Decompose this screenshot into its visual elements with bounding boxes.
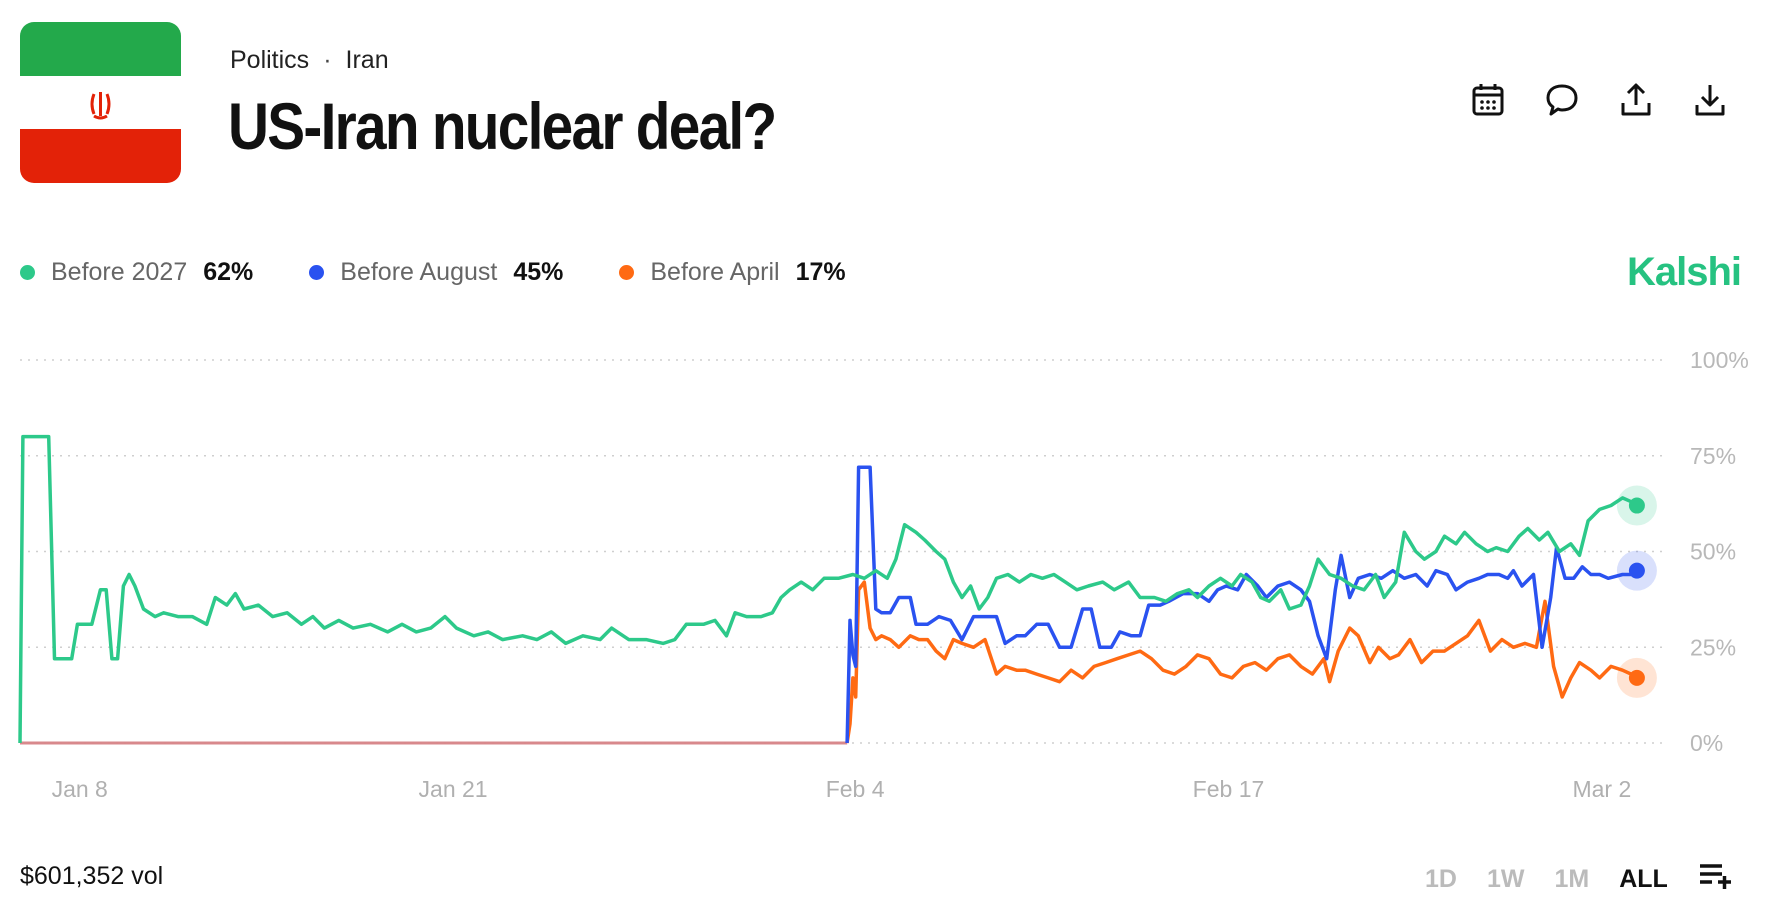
- legend-item-before-2027[interactable]: Before 2027 62%: [20, 258, 253, 287]
- x-tick-label: Mar 2: [1572, 776, 1631, 802]
- end-marker: [1628, 669, 1645, 686]
- range-1d-button[interactable]: 1D: [1425, 865, 1457, 893]
- legend-value: 45%: [513, 258, 564, 286]
- legend-value: 62%: [203, 258, 254, 286]
- legend-dot-before-august: [309, 265, 325, 280]
- legend-dot-before-2027: [20, 265, 35, 280]
- kalshi-logo[interactable]: Kalshi: [1627, 250, 1742, 294]
- legend-dot-before-april: [619, 265, 635, 280]
- page-title: US-Iran nuclear deal?: [228, 89, 777, 163]
- legend-item-before-august[interactable]: Before August 45%: [309, 258, 563, 287]
- share-icon: [1621, 83, 1651, 116]
- calendar-icon: [1472, 84, 1504, 116]
- legend-name: Before April: [650, 258, 780, 286]
- y-tick-label: 75%: [1690, 443, 1736, 469]
- breadcrumb-politics[interactable]: Politics: [230, 46, 310, 74]
- price-chart: 0% 25% 50% 75% 100% Jan 8 Jan 21 Feb 4 Feb 17 Mar…: [18, 347, 1749, 802]
- breadcrumb-iran[interactable]: Iran: [345, 46, 389, 74]
- download-button[interactable]: [1692, 82, 1728, 118]
- y-tick-label: 100%: [1690, 347, 1749, 373]
- end-marker: [1628, 562, 1645, 579]
- download-icon: [1695, 85, 1725, 116]
- range-1w-button[interactable]: 1W: [1486, 865, 1525, 893]
- playlist-add-button[interactable]: [1698, 862, 1732, 897]
- legend-name: Before 2027: [51, 258, 188, 286]
- legend-value: 17%: [795, 258, 846, 286]
- end-marker: [1628, 497, 1645, 514]
- iran-flag: [20, 22, 181, 183]
- range-all-button[interactable]: ALL: [1619, 865, 1668, 893]
- x-tick-label: Jan 21: [419, 776, 488, 802]
- share-button[interactable]: [1618, 82, 1654, 118]
- chart-legend: Before 2027 62% Before August 45% Before…: [20, 258, 902, 287]
- comment-button[interactable]: [1544, 82, 1580, 118]
- range-1m-button[interactable]: 1M: [1554, 865, 1590, 893]
- range-selector: 1D 1W 1M ALL: [1425, 862, 1732, 897]
- legend-item-before-april[interactable]: Before April 17%: [619, 258, 846, 287]
- toolbar: [1470, 82, 1728, 118]
- x-tick-label: Feb 17: [1193, 776, 1265, 802]
- y-tick-label: 0%: [1690, 730, 1723, 756]
- breadcrumb-separator: ·: [323, 46, 332, 74]
- calendar-button[interactable]: [1470, 82, 1506, 118]
- comment-icon: [1546, 84, 1578, 116]
- playlist-add-icon: [1699, 864, 1731, 889]
- x-tick-label: Feb 4: [826, 776, 885, 802]
- series-line-before-2027: [18, 434, 1638, 744]
- volume-text: $601,352 vol: [20, 862, 164, 890]
- x-tick-label: Jan 8: [52, 776, 108, 802]
- series-line-before-august: [845, 465, 1638, 744]
- y-tick-label: 50%: [1690, 539, 1736, 565]
- breadcrumb: Politics · Iran: [230, 46, 389, 75]
- y-tick-label: 25%: [1690, 634, 1736, 660]
- series-line-before-april: [845, 580, 1638, 744]
- legend-name: Before August: [340, 258, 498, 286]
